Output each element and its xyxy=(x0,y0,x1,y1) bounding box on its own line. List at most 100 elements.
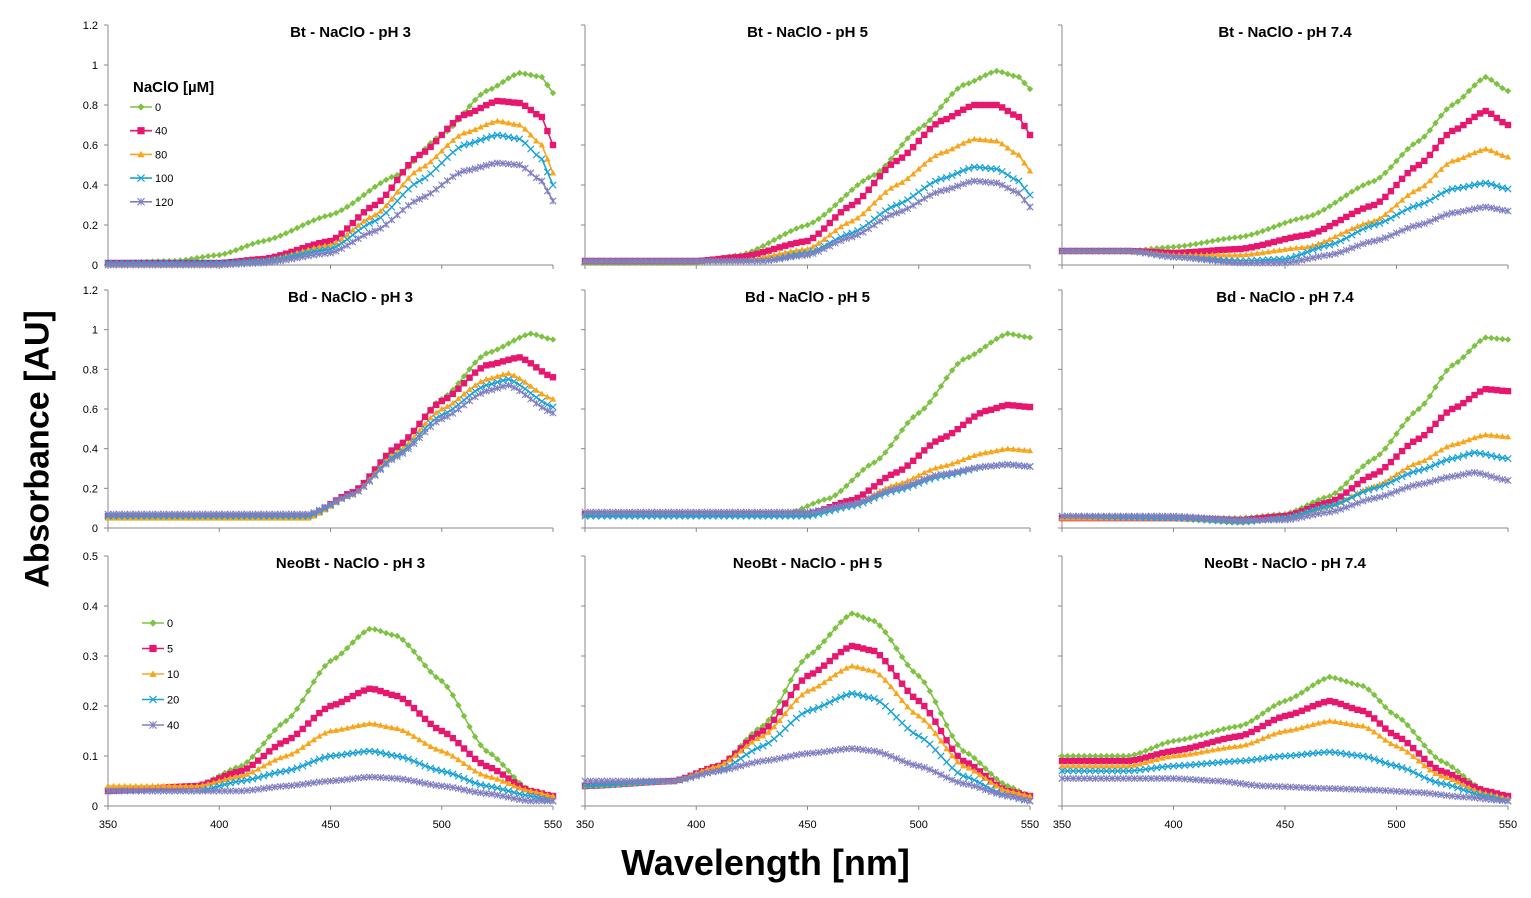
data-point xyxy=(1365,753,1373,761)
data-point xyxy=(404,445,412,453)
data-point xyxy=(1292,709,1300,717)
data-point xyxy=(981,786,990,794)
data-point xyxy=(1454,784,1462,792)
data-point xyxy=(843,482,850,490)
data-point xyxy=(176,261,184,269)
data-point xyxy=(1371,715,1378,722)
data-point xyxy=(1504,387,1512,395)
data-point xyxy=(1454,793,1462,801)
data-point xyxy=(848,477,856,484)
data-point xyxy=(521,385,529,393)
data-point xyxy=(438,767,446,775)
data-point xyxy=(843,204,850,212)
data-point xyxy=(1203,251,1211,258)
data-point xyxy=(965,454,973,460)
data-point xyxy=(493,384,501,392)
data-point xyxy=(349,723,356,730)
data-point xyxy=(787,227,795,235)
data-point xyxy=(471,393,479,401)
data-point xyxy=(609,508,617,516)
data-point xyxy=(182,782,190,789)
data-point xyxy=(1209,247,1216,254)
data-point xyxy=(1499,433,1506,439)
data-point xyxy=(360,773,368,782)
data-point xyxy=(620,508,628,516)
data-point xyxy=(1069,767,1077,775)
data-point xyxy=(371,686,379,693)
data-point xyxy=(598,257,606,265)
data-point xyxy=(1381,234,1389,242)
data-point xyxy=(1493,182,1501,190)
data-point xyxy=(881,750,889,758)
data-point xyxy=(954,360,961,368)
data-point xyxy=(465,166,474,174)
data-point xyxy=(1343,480,1350,487)
data-point xyxy=(249,761,256,769)
data-point xyxy=(871,647,878,655)
data-point xyxy=(544,335,551,342)
data-point xyxy=(603,257,611,265)
data-point xyxy=(1371,455,1378,462)
x-tick-label: 500 xyxy=(910,819,928,831)
data-point xyxy=(937,727,945,735)
data-point xyxy=(1504,433,1512,440)
data-point xyxy=(494,117,501,124)
data-point xyxy=(276,510,285,518)
data-point xyxy=(703,769,711,777)
data-point xyxy=(1021,403,1028,410)
data-point xyxy=(432,745,440,752)
data-point xyxy=(1015,790,1023,797)
data-point xyxy=(154,510,162,518)
data-point xyxy=(538,397,546,406)
data-point xyxy=(1026,167,1034,174)
data-point xyxy=(926,442,934,449)
data-point xyxy=(521,391,529,399)
data-point xyxy=(516,135,524,143)
data-point xyxy=(998,332,1006,339)
data-point xyxy=(815,682,822,689)
data-point xyxy=(416,165,423,172)
data-point xyxy=(1398,788,1406,796)
data-point xyxy=(1460,93,1467,100)
data-point xyxy=(748,508,756,516)
data-point xyxy=(466,374,473,381)
data-point xyxy=(516,381,524,389)
data-point xyxy=(1259,241,1266,249)
data-point xyxy=(1437,458,1445,466)
data-point xyxy=(444,683,451,691)
data-point xyxy=(1192,776,1200,784)
data-point xyxy=(1309,511,1317,519)
data-point xyxy=(266,514,273,521)
data-point xyxy=(477,384,485,392)
data-point xyxy=(198,261,207,269)
data-point xyxy=(653,777,661,785)
data-point xyxy=(1398,422,1406,430)
data-point xyxy=(1309,246,1317,254)
data-point xyxy=(1108,757,1116,765)
data-point xyxy=(921,160,928,167)
data-point xyxy=(1454,774,1462,782)
data-point xyxy=(276,782,285,791)
data-point xyxy=(449,692,457,699)
data-point xyxy=(832,214,839,221)
legend-marker xyxy=(149,670,157,677)
data-point xyxy=(1343,213,1350,221)
data-point xyxy=(714,767,723,775)
data-point xyxy=(1236,757,1245,765)
data-point xyxy=(427,158,434,165)
data-point xyxy=(770,236,778,244)
data-point xyxy=(1004,330,1011,337)
data-point xyxy=(1370,484,1378,492)
data-point xyxy=(687,508,695,516)
series-40 xyxy=(1058,774,1512,805)
data-point xyxy=(926,398,934,406)
data-point xyxy=(932,698,939,706)
data-point xyxy=(1242,259,1250,267)
data-point xyxy=(971,77,978,85)
data-point xyxy=(465,787,474,795)
data-point xyxy=(1432,171,1439,178)
data-point xyxy=(1164,252,1172,261)
data-point xyxy=(109,261,118,269)
data-point xyxy=(1337,785,1345,793)
